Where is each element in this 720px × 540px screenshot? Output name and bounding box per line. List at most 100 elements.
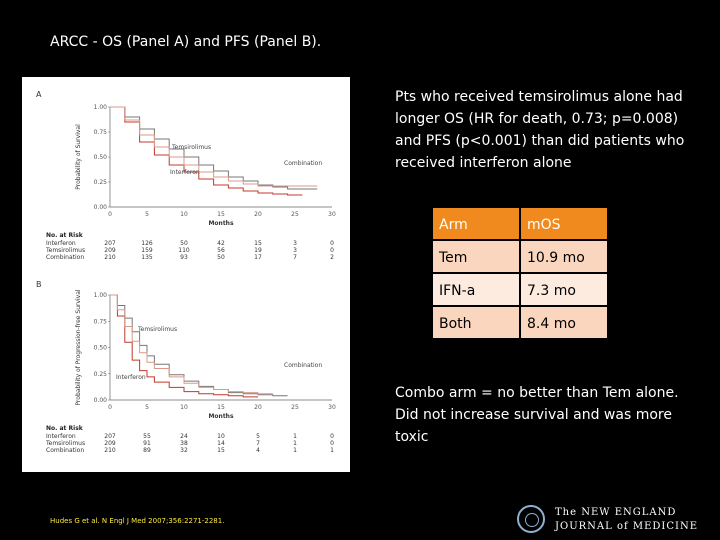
curve-label: Combination [284, 160, 322, 167]
risk-count: 159 [141, 247, 153, 254]
risk-count: 207 [104, 240, 116, 247]
x-tick-label: 30 [328, 211, 336, 218]
y-tick-label: 0.75 [94, 129, 108, 136]
table-row: Both 8.4 mo [431, 305, 609, 340]
median-os-table: Arm mOS Tem 10.9 mo IFN-a 7.3 mo Both 8.… [431, 206, 609, 340]
risk-count: 210 [104, 254, 116, 261]
risk-count: 207 [104, 433, 116, 440]
x-axis-label: Months [208, 220, 234, 227]
risk-count: 5 [256, 433, 260, 440]
risk-count: 1 [293, 433, 297, 440]
risk-count: 93 [180, 254, 188, 261]
y-axis-label: Probability of Progression-free Survival [75, 289, 82, 405]
table-cell-mos: 7.3 mo [519, 272, 609, 307]
risk-row-label: Temsirolimus [45, 247, 85, 254]
table-row: IFN-a 7.3 mo [431, 272, 609, 307]
km-curve-combination [110, 294, 273, 395]
risk-count: 7 [293, 254, 297, 261]
x-tick-label: 10 [180, 404, 188, 411]
table-cell-arm: Tem [431, 239, 521, 274]
risk-count: 10 [217, 433, 225, 440]
risk-count: 7 [256, 440, 260, 447]
risk-count: 110 [178, 247, 190, 254]
risk-count: 0 [330, 240, 334, 247]
x-tick-label: 5 [145, 211, 149, 218]
x-tick-label: 15 [217, 211, 225, 218]
y-tick-label: 0.25 [94, 371, 108, 378]
nejm-seal-icon [517, 505, 545, 533]
risk-table-title: No. at Risk [46, 232, 84, 239]
km-chart: A Probability of Survival 0.00 0.25 0.50 0.75… [36, 90, 336, 454]
y-axis-label: Probability of Survival [75, 124, 82, 190]
curve-label: Temsirolimus [171, 144, 211, 151]
y-tick-label: 0.50 [94, 154, 108, 161]
risk-row-label: Combination [46, 447, 84, 454]
conclusion-text: Combo arm = no better than Tem alone. Di… [395, 385, 679, 445]
risk-count: 0 [330, 247, 334, 254]
table-header-row: Arm mOS [431, 206, 609, 241]
risk-count: 15 [217, 447, 225, 454]
km-figure: A Probability of Survival 0.00 0.25 0.50 0.75… [22, 77, 350, 472]
risk-count: 32 [180, 447, 188, 454]
curve-label: Temsirolimus [137, 326, 177, 333]
x-tick-label: 0 [108, 211, 112, 218]
risk-count: 55 [143, 433, 151, 440]
x-tick-label: 30 [328, 404, 336, 411]
risk-count: 1 [293, 440, 297, 447]
risk-count: 15 [254, 240, 262, 247]
citation: Hudes G et al. N Engl J Med 2007;356:227… [50, 517, 225, 525]
risk-count: 50 [180, 240, 188, 247]
risk-count: 50 [217, 254, 225, 261]
x-tick-label: 20 [254, 404, 262, 411]
y-tick-label: 0.50 [94, 345, 108, 352]
y-tick-label: 0.00 [94, 204, 108, 211]
panel-letter: B [36, 280, 42, 289]
km-curve-temsirolimus [110, 294, 288, 397]
logo-line-1: The NEW ENGLAND [555, 507, 677, 518]
y-tick-label: 0.25 [94, 179, 108, 186]
risk-count: 3 [293, 247, 297, 254]
risk-count: 14 [217, 440, 225, 447]
risk-count: 19 [254, 247, 262, 254]
slide-title: ARCC - OS (Panel A) and PFS (Panel B). [50, 34, 322, 50]
table-row: Tem 10.9 mo [431, 239, 609, 274]
risk-count: 135 [141, 254, 153, 261]
km-curve-combination [110, 106, 318, 187]
risk-count: 210 [104, 447, 116, 454]
km-curve-interferon [110, 106, 303, 196]
risk-count: 1 [330, 447, 334, 454]
risk-count: 4 [256, 447, 260, 454]
risk-row-label: Interferon [46, 433, 76, 440]
x-tick-label: 15 [217, 404, 225, 411]
risk-count: 42 [217, 240, 225, 247]
risk-count: 0 [330, 440, 334, 447]
risk-count: 1 [293, 447, 297, 454]
risk-row-label: Temsirolimus [45, 440, 85, 447]
risk-count: 3 [293, 240, 297, 247]
y-tick-label: 1.00 [94, 292, 108, 299]
risk-count: 89 [143, 447, 151, 454]
table-header-cell: mOS [519, 206, 609, 241]
km-curve-interferon [110, 294, 258, 398]
risk-count: 24 [180, 433, 188, 440]
risk-count: 126 [141, 240, 153, 247]
x-tick-label: 10 [180, 211, 188, 218]
table-cell-mos: 8.4 mo [519, 305, 609, 340]
curve-label: Interferon [170, 169, 200, 176]
risk-count: 38 [180, 440, 188, 447]
x-tick-label: 0 [108, 404, 112, 411]
risk-count: 56 [217, 247, 225, 254]
x-tick-label: 25 [291, 211, 299, 218]
y-tick-label: 1.00 [94, 104, 108, 111]
risk-count: 0 [330, 433, 334, 440]
x-axis-label: Months [208, 413, 234, 420]
table-cell-arm: Both [431, 305, 521, 340]
y-tick-label: 0.00 [94, 397, 108, 404]
curve-label: Combination [284, 362, 322, 369]
table-cell-mos: 10.9 mo [519, 239, 609, 274]
panel-letter: A [36, 90, 42, 99]
nejm-logo: The NEW ENGLAND JOURNAL of MEDICINE [517, 505, 717, 535]
curve-label: Interferon [116, 374, 146, 381]
risk-row-label: Combination [46, 254, 84, 261]
risk-table-title: No. at Risk [46, 425, 84, 432]
